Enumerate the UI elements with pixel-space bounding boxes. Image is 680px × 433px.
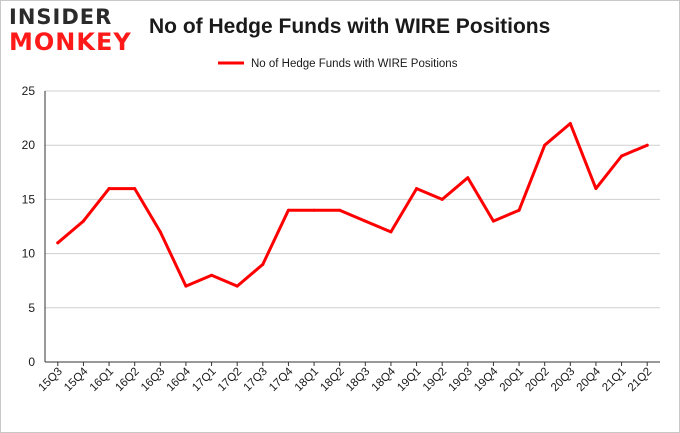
x-tick-label: 21Q1: [600, 366, 628, 394]
x-tick-label: 20Q4: [575, 365, 604, 394]
series-line: [56, 122, 649, 288]
data-point: [491, 219, 495, 223]
data-point: [107, 187, 111, 191]
data-point: [620, 154, 624, 158]
x-tick-label: 20Q3: [549, 366, 577, 394]
data-point: [363, 219, 367, 223]
y-tick-label: 10: [22, 247, 36, 261]
x-tick-label: 17Q1: [190, 366, 218, 394]
x-tick-label: 19Q4: [472, 365, 501, 394]
data-point: [415, 187, 419, 191]
data-point: [543, 143, 547, 147]
insider-monkey-logo: INSIDER MONKEY: [9, 5, 132, 59]
x-tick-label: 18Q4: [370, 365, 399, 394]
data-point: [56, 241, 60, 245]
data-point: [286, 208, 290, 212]
y-tick-label: 20: [22, 138, 36, 152]
x-tick-label: 18Q2: [318, 366, 346, 394]
x-tick-label: 16Q4: [165, 365, 194, 394]
y-tick-label: 0: [28, 355, 35, 369]
logo-line-2: MONKEY: [9, 28, 132, 56]
data-point: [645, 143, 649, 147]
y-tick-label: 25: [22, 84, 36, 98]
data-point: [158, 230, 162, 234]
y-tick-label: 15: [22, 192, 36, 206]
data-point: [594, 187, 598, 191]
data-point: [261, 262, 265, 266]
data-point: [184, 284, 188, 288]
x-tick-label: 19Q2: [421, 366, 449, 394]
x-tick-label: 16Q3: [139, 366, 167, 394]
legend-label: No of Hedge Funds with WIRE Positions: [251, 58, 458, 70]
data-point: [517, 208, 521, 212]
data-point: [466, 176, 470, 180]
data-point: [210, 273, 214, 277]
x-tick-label: 16Q1: [88, 366, 116, 394]
data-point: [338, 208, 342, 212]
x-tick-label: 15Q3: [37, 366, 65, 394]
x-tick-label: 17Q2: [216, 366, 244, 394]
x-tick-label: 20Q1: [498, 366, 526, 394]
x-tick-label: 20Q2: [523, 366, 551, 394]
x-tick-label: 18Q3: [344, 366, 372, 394]
chart-title: No of Hedge Funds with WIRE Positions: [149, 15, 551, 38]
x-tick-label: 21Q2: [626, 366, 654, 394]
data-point: [389, 230, 393, 234]
data-point: [440, 197, 444, 201]
data-point: [235, 284, 239, 288]
x-tick-label: 18Q1: [293, 366, 321, 394]
logo-line-1: INSIDER: [9, 5, 113, 29]
x-tick-label: 19Q3: [447, 366, 475, 394]
data-point: [81, 219, 85, 223]
x-tick-label: 16Q2: [113, 366, 141, 394]
x-tick-label: 17Q3: [242, 366, 270, 394]
x-tick-label: 17Q4: [267, 365, 296, 394]
data-point: [133, 187, 137, 191]
y-tick-label: 5: [28, 301, 35, 315]
data-point: [312, 208, 316, 212]
x-tick-label: 15Q4: [62, 365, 91, 394]
data-point: [568, 122, 572, 126]
x-tick-label: 19Q1: [395, 366, 423, 394]
